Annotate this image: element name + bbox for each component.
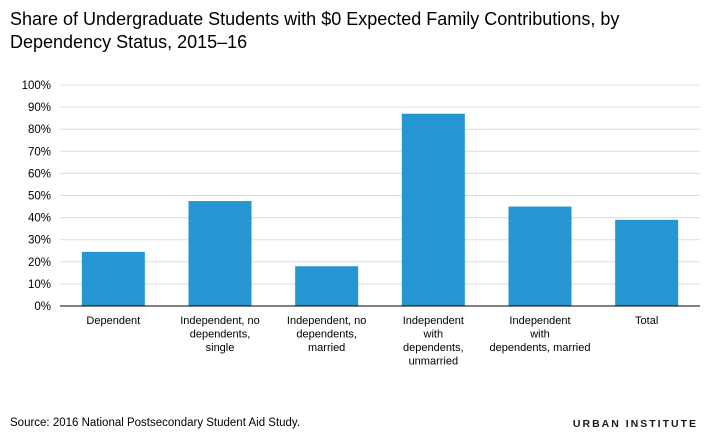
bar — [81, 251, 145, 306]
y-tick-label: 80% — [28, 124, 51, 136]
bar-chart: 0% 10% 20% 30% 40% 50% 60% 70% 80% 90% 100% Depend… — [22, 80, 700, 368]
x-tick-label-line: with — [423, 329, 444, 341]
y-tick-label: 70% — [28, 146, 51, 158]
bar — [508, 206, 572, 306]
x-tick-label-line: Independent, no — [287, 315, 367, 327]
y-axis: 0% 10% 20% 30% 40% 50% 60% 70% 80% 90% 100% — [22, 80, 51, 313]
x-tick-label-line: dependents, — [190, 329, 251, 341]
x-tick-label-line: with — [529, 329, 550, 341]
x-tick-label: Independent, no dependents, married — [287, 315, 367, 354]
x-tick-label: Independent with dependents, unmarried — [403, 315, 464, 368]
y-tick-label: 30% — [28, 235, 51, 247]
gridlines — [60, 84, 700, 285]
bars — [81, 113, 679, 306]
y-tick-label: 60% — [28, 168, 51, 180]
x-axis: Dependent Independent, no dependents, singl… — [60, 305, 700, 368]
x-tick-label: Total — [635, 315, 658, 327]
x-tick-label-line: dependents, — [296, 329, 357, 341]
x-tick-label-line: Independent — [403, 315, 464, 327]
source-note: Source: 2016 National Postsecondary Stud… — [10, 417, 301, 429]
x-tick-label-line: Total — [635, 315, 658, 327]
x-tick-label-line: dependents, married — [490, 342, 591, 354]
x-tick-label-line: Independent, no — [180, 315, 260, 327]
x-tick-label-line: single — [206, 342, 235, 354]
bar — [295, 266, 359, 306]
chart-title: Share of Undergraduate Students with $0 … — [10, 9, 620, 52]
x-tick-label-line: Independent — [509, 315, 570, 327]
x-tick-label-line: married — [308, 342, 345, 354]
bar — [188, 201, 252, 306]
y-tick-label: 40% — [28, 213, 51, 225]
y-tick-label: 50% — [28, 191, 51, 203]
x-tick-label-line: Dependent — [86, 315, 140, 327]
x-tick-label-line: dependents, — [403, 342, 464, 354]
y-tick-label: 0% — [34, 301, 51, 313]
x-tick-label-line: unmarried — [409, 356, 459, 368]
y-tick-label: 90% — [28, 102, 51, 114]
y-tick-label: 10% — [28, 279, 51, 291]
x-tick-label: Independent with dependents, married — [490, 315, 591, 354]
x-tick-label: Independent, no dependents, single — [180, 315, 260, 354]
x-tick-label: Dependent — [86, 315, 140, 327]
bar — [615, 219, 679, 306]
bar — [401, 113, 465, 306]
y-tick-label: 100% — [22, 80, 51, 92]
y-tick-label: 20% — [28, 257, 51, 269]
brand-logo: URBAN INSTITUTE — [572, 418, 698, 430]
